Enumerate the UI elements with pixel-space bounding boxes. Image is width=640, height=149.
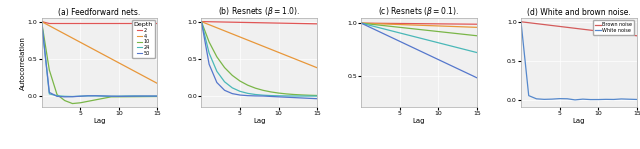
Title: (b) Resnets ($\beta = 1.0$).: (b) Resnets ($\beta = 1.0$). <box>218 5 300 18</box>
X-axis label: Lag: Lag <box>93 118 106 124</box>
Brown noise <box>517 21 525 23</box>
White noise <box>618 98 625 100</box>
Brown noise <box>602 31 610 33</box>
X-axis label: Lag: Lag <box>413 118 426 124</box>
White noise <box>595 99 602 100</box>
Line: Brown noise: Brown noise <box>521 22 637 36</box>
White noise <box>587 99 595 100</box>
Line: White noise: White noise <box>521 22 637 100</box>
Title: (a) Feedforward nets.: (a) Feedforward nets. <box>58 8 141 17</box>
Brown noise <box>563 27 571 28</box>
Brown noise <box>610 32 618 34</box>
Title: (c) Resnets ($\beta = 0.1$).: (c) Resnets ($\beta = 0.1$). <box>378 5 460 18</box>
White noise <box>563 98 571 100</box>
White noise <box>633 99 640 100</box>
White noise <box>579 98 587 100</box>
Brown noise <box>595 30 602 32</box>
White noise <box>572 99 579 101</box>
Y-axis label: Autocorrelation: Autocorrelation <box>20 36 26 90</box>
White noise <box>525 95 532 97</box>
Brown noise <box>625 34 633 36</box>
White noise <box>556 98 563 100</box>
Brown noise <box>548 25 556 26</box>
X-axis label: Lag: Lag <box>573 118 585 124</box>
X-axis label: Lag: Lag <box>253 118 266 124</box>
White noise <box>517 21 525 23</box>
Legend: Brown noise, White noise: Brown noise, White noise <box>593 20 634 35</box>
Brown noise <box>540 24 548 25</box>
Title: (d) White and brown noise.: (d) White and brown noise. <box>527 8 631 17</box>
Legend: 2, 4, 10, 24, 50: 2, 4, 10, 24, 50 <box>132 20 155 58</box>
Brown noise <box>579 28 587 30</box>
Brown noise <box>618 33 625 35</box>
Brown noise <box>633 35 640 37</box>
Brown noise <box>532 23 540 25</box>
White noise <box>548 98 556 100</box>
Brown noise <box>525 22 532 24</box>
White noise <box>540 98 548 100</box>
White noise <box>625 98 633 100</box>
White noise <box>610 98 618 100</box>
Brown noise <box>556 25 563 27</box>
Brown noise <box>572 27 579 29</box>
White noise <box>532 98 540 100</box>
Brown noise <box>587 29 595 31</box>
White noise <box>602 98 610 100</box>
